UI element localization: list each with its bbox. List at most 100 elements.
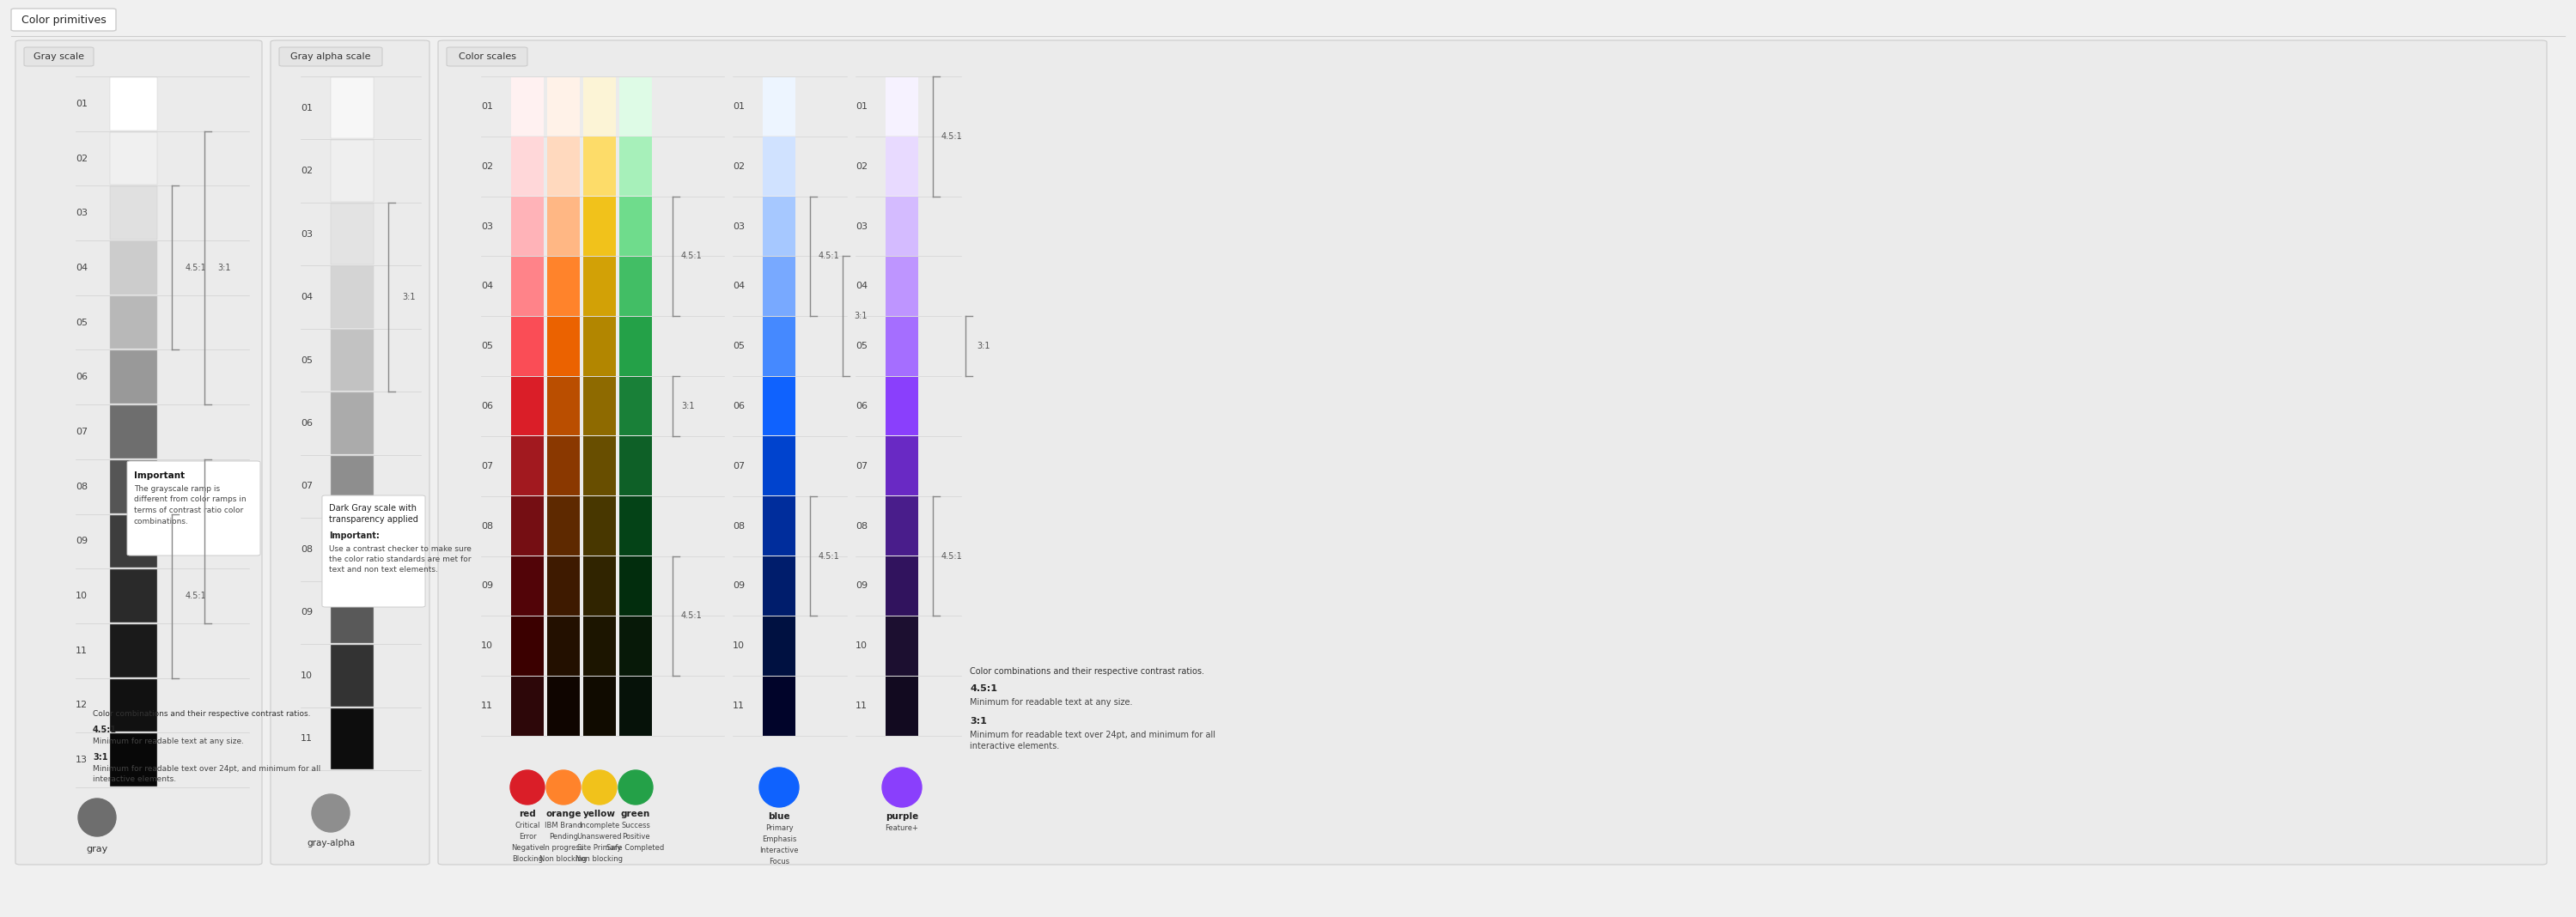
Text: 12: 12: [75, 701, 88, 710]
Text: 07: 07: [732, 462, 744, 470]
Bar: [618, 496, 652, 556]
Text: 09: 09: [301, 608, 312, 617]
Bar: [330, 519, 374, 580]
Bar: [111, 405, 157, 458]
Text: 02: 02: [732, 162, 744, 171]
Text: Important: Important: [134, 471, 185, 480]
Bar: [886, 137, 917, 196]
Bar: [111, 569, 157, 623]
Text: Gray alpha scale: Gray alpha scale: [291, 52, 371, 61]
Text: Important:: Important:: [330, 532, 379, 540]
Text: Error: Error: [518, 833, 536, 841]
FancyBboxPatch shape: [10, 8, 116, 31]
Bar: [762, 677, 796, 735]
Text: 07: 07: [301, 482, 312, 491]
Bar: [762, 257, 796, 315]
Text: 4.5:1: 4.5:1: [185, 591, 206, 601]
Text: 3:1: 3:1: [680, 402, 696, 411]
Text: 01: 01: [75, 99, 88, 108]
Text: orange: orange: [546, 810, 582, 818]
Text: 06: 06: [482, 402, 492, 411]
Bar: [886, 436, 917, 495]
FancyBboxPatch shape: [23, 47, 93, 66]
Bar: [546, 677, 580, 735]
Text: Feature+: Feature+: [886, 824, 920, 832]
Text: 3:1: 3:1: [402, 293, 415, 302]
Bar: [546, 197, 580, 256]
Text: Gray scale: Gray scale: [33, 52, 85, 61]
Text: 02: 02: [301, 167, 312, 175]
Ellipse shape: [760, 768, 799, 807]
Bar: [330, 329, 374, 391]
Bar: [886, 377, 917, 436]
Text: 4.5:1: 4.5:1: [940, 552, 963, 560]
Text: blue: blue: [768, 812, 791, 821]
Text: Critical: Critical: [515, 822, 541, 829]
Text: The grayscale ramp is
different from color ramps in
terms of contrast ratio colo: The grayscale ramp is different from col…: [134, 485, 247, 525]
Text: 03: 03: [855, 222, 868, 230]
Text: 3:1: 3:1: [969, 717, 987, 725]
Text: 08: 08: [732, 522, 744, 530]
Text: yellow: yellow: [582, 810, 616, 818]
Bar: [582, 557, 616, 615]
Text: 11: 11: [482, 702, 492, 710]
Text: Pending: Pending: [549, 833, 577, 841]
Text: 04: 04: [301, 293, 312, 302]
Bar: [510, 616, 544, 676]
Bar: [546, 436, 580, 495]
Bar: [582, 496, 616, 556]
Bar: [762, 436, 796, 495]
Text: 06: 06: [732, 402, 744, 411]
Text: Focus: Focus: [768, 857, 788, 866]
Text: 09: 09: [482, 581, 492, 591]
Bar: [111, 187, 157, 239]
Ellipse shape: [510, 770, 544, 804]
Text: 4.5:1: 4.5:1: [680, 252, 703, 260]
Text: 4.5:1: 4.5:1: [680, 612, 703, 620]
Bar: [330, 645, 374, 706]
Bar: [111, 624, 157, 677]
Text: Color combinations and their respective contrast ratios.: Color combinations and their respective …: [969, 668, 1203, 676]
Bar: [111, 460, 157, 513]
Bar: [546, 316, 580, 376]
Text: Use a contrast checker to make sure
the color ratio standards are met for
text a: Use a contrast checker to make sure the …: [330, 546, 471, 573]
Text: Primary: Primary: [765, 824, 793, 832]
Bar: [330, 581, 374, 643]
Text: gray-alpha: gray-alpha: [307, 839, 355, 847]
FancyBboxPatch shape: [15, 40, 263, 865]
Text: 4.5:1: 4.5:1: [819, 552, 840, 560]
Text: 04: 04: [482, 282, 492, 291]
Text: Incomplete: Incomplete: [580, 822, 621, 829]
Text: 4.5:1: 4.5:1: [940, 132, 963, 140]
Text: 04: 04: [732, 282, 744, 291]
Bar: [510, 436, 544, 495]
Text: 3:1: 3:1: [976, 342, 989, 350]
Bar: [886, 496, 917, 556]
Bar: [762, 496, 796, 556]
Text: 06: 06: [75, 373, 88, 381]
Text: Color scales: Color scales: [459, 52, 515, 61]
Text: 08: 08: [482, 522, 492, 530]
Text: Site Primary: Site Primary: [577, 844, 621, 852]
Bar: [510, 137, 544, 196]
Text: 08: 08: [75, 482, 88, 491]
Bar: [510, 557, 544, 615]
FancyBboxPatch shape: [446, 47, 528, 66]
Bar: [618, 137, 652, 196]
Bar: [582, 137, 616, 196]
Bar: [546, 616, 580, 676]
Text: 4.5:1: 4.5:1: [819, 252, 840, 260]
Bar: [510, 677, 544, 735]
Bar: [330, 267, 374, 328]
Bar: [546, 557, 580, 615]
Text: 04: 04: [75, 263, 88, 272]
Text: In progress: In progress: [544, 844, 585, 852]
Text: 11: 11: [855, 702, 868, 710]
Text: Negative: Negative: [510, 844, 544, 852]
Text: 10: 10: [855, 642, 868, 650]
Text: Safe Completed: Safe Completed: [608, 844, 665, 852]
Bar: [762, 316, 796, 376]
FancyBboxPatch shape: [278, 47, 381, 66]
Text: 04: 04: [855, 282, 868, 291]
Text: 03: 03: [75, 209, 88, 217]
